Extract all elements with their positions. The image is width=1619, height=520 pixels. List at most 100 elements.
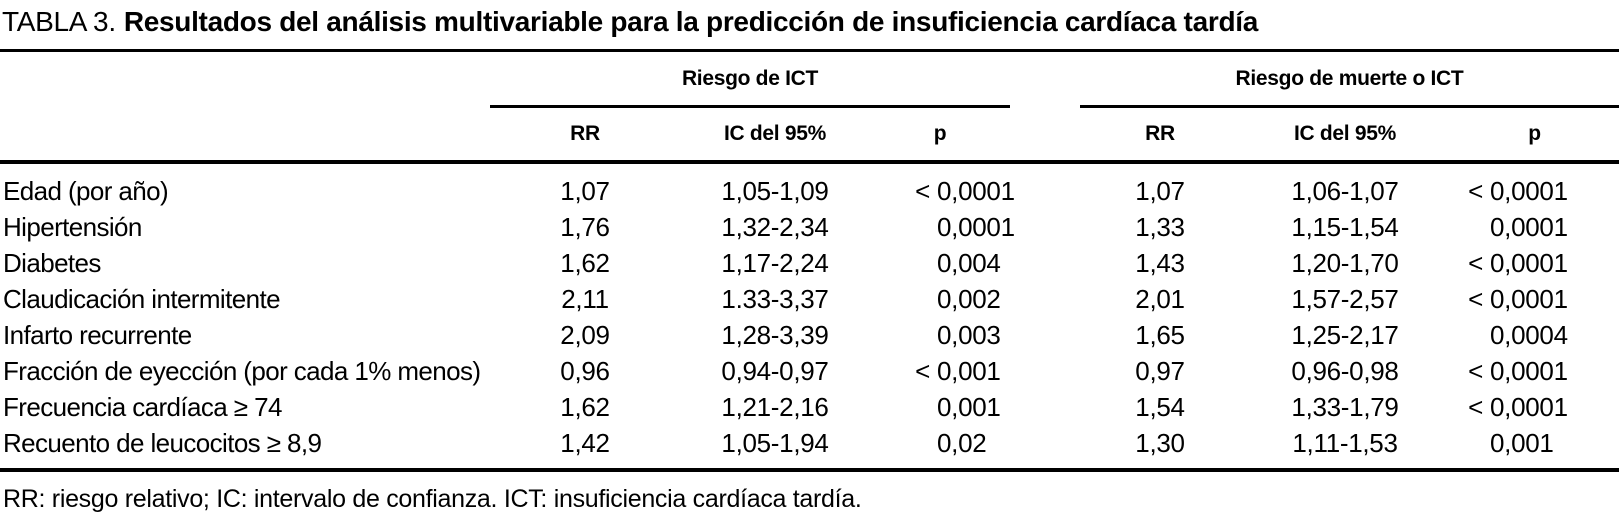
ict-p-value: 0,001 xyxy=(870,392,1010,423)
table-row: Claudicación intermitente 2,11 1.33-3,37 0,… xyxy=(0,281,1619,317)
row-label: Claudicación intermitente xyxy=(3,283,281,314)
ict-rr-value: 2,11 xyxy=(561,283,609,314)
p-less-than-prefix: < xyxy=(1468,283,1483,314)
ict-p-value: 0,0001 xyxy=(870,212,1015,243)
row-label: Infarto recurrente xyxy=(3,319,192,350)
p-less-than-prefix xyxy=(870,212,937,243)
p-less-than-prefix: < xyxy=(915,355,930,386)
ict-ci-value: 1,28-3,39 xyxy=(721,319,829,350)
ict-rr-value: 0,96 xyxy=(560,355,610,386)
p-less-than-prefix: < xyxy=(915,175,930,206)
muerte-ict-rr-value: 1,43 xyxy=(1135,247,1185,278)
muerte-ict-rr-value: 2,01 xyxy=(1135,283,1185,314)
ict-rr-value: 1,76 xyxy=(560,211,610,242)
table-footnote: RR: riesgo relativo; IC: intervalo de co… xyxy=(3,485,862,513)
ict-rr-value: 1,07 xyxy=(560,175,610,206)
p-less-than-prefix xyxy=(1450,320,1490,351)
muerte-ict-rr-value: 1,30 xyxy=(1135,427,1185,458)
p-less-than-prefix: < xyxy=(1468,175,1483,206)
p-value: 0,0001 xyxy=(1490,211,1568,242)
table-row: Diabetes 1,62 1,17-2,24 0,004 1,43 1,20-1,70 <… xyxy=(0,245,1619,281)
p-value: 0,002 xyxy=(937,283,1001,314)
column-group-header-row: Riesgo de ICT Riesgo de muerte o ICT xyxy=(0,52,1619,108)
muerte-ict-ci-value: 1,33-1,79 xyxy=(1291,391,1399,422)
muerte-ict-ci-value: 1,25-2,17 xyxy=(1291,319,1399,350)
ict-ci-value: 1,05-1,94 xyxy=(721,427,829,458)
muerte-ict-p-value: <0,0001 xyxy=(1450,248,1619,279)
p-value: 0,0001 xyxy=(1490,175,1568,206)
ict-rr-value: 2,09 xyxy=(560,319,610,350)
ict-ci-value: 1.33-3,37 xyxy=(721,283,829,314)
p-less-than-prefix xyxy=(870,248,937,279)
header-ict-p: p xyxy=(933,122,947,145)
table-number: TABLA 3. xyxy=(2,6,116,37)
ict-p-value: <0,0001 xyxy=(870,175,1015,207)
p-less-than-prefix xyxy=(1450,428,1490,459)
muerte-ict-rr-value: 0,97 xyxy=(1135,355,1185,386)
table-body: Edad (por año) 1,07 1,05-1,09 <0,0001 1,07 1,… xyxy=(0,164,1619,472)
muerte-ict-ci-value: 1,20-1,70 xyxy=(1291,247,1399,278)
row-label: Diabetes xyxy=(3,247,101,278)
table-row: Recuento de leucocitos ≥ 8,9 1,42 1,05-1,9… xyxy=(0,425,1619,461)
ict-p-value: 0,003 xyxy=(870,320,1010,351)
row-label: Recuento de leucocitos ≥ 8,9 xyxy=(3,427,322,458)
group-header-riesgo-muerte-o-ict: Riesgo de muerte o ICT xyxy=(1080,52,1619,108)
group-label-text: Riesgo de muerte o ICT xyxy=(1235,66,1464,90)
muerte-ict-p-value: <0,0001 xyxy=(1450,176,1619,207)
ict-p-value: 0,004 xyxy=(870,248,1010,279)
header-muerte-ict-ci: IC del 95% xyxy=(1293,122,1397,145)
row-label: Edad (por año) xyxy=(3,175,169,206)
ict-ci-value: 0,94-0,97 xyxy=(721,355,829,386)
ict-p-value: 0,002 xyxy=(870,284,1010,315)
p-less-than-prefix xyxy=(870,392,937,423)
ict-rr-value: 1,42 xyxy=(560,427,610,458)
p-value: 0,0004 xyxy=(1490,319,1568,350)
header-muerte-ict-rr: RR xyxy=(1145,122,1175,145)
muerte-ict-p-value: <0,0001 xyxy=(1450,392,1619,423)
p-value: 0,02 xyxy=(937,427,987,458)
table-row: Edad (por año) 1,07 1,05-1,09 <0,0001 1,07 1,… xyxy=(0,173,1619,209)
p-value: 0,0001 xyxy=(1490,283,1568,314)
rule-under-title xyxy=(0,49,1619,52)
table-row: Fracción de eyección (por cada 1% menos)… xyxy=(0,353,1619,389)
table-title: TABLA 3. Resultados del análisis multivar… xyxy=(0,0,1619,49)
ict-ci-value: 1,05-1,09 xyxy=(721,175,829,206)
p-less-than-prefix xyxy=(870,284,937,315)
muerte-ict-p-value: 0,001 xyxy=(1450,428,1619,459)
p-value: 0,0001 xyxy=(937,211,1015,242)
table-row: Hipertensión 1,76 1,32-2,34 0,0001 1,33 1,15-… xyxy=(0,209,1619,245)
muerte-ict-ci-value: 0,96-0,98 xyxy=(1291,355,1399,386)
p-value: 0,0001 xyxy=(1490,391,1568,422)
group-header-riesgo-ict: Riesgo de ICT xyxy=(490,52,1010,108)
p-less-than-prefix xyxy=(870,320,937,351)
p-less-than-prefix: < xyxy=(1468,247,1483,278)
p-less-than-prefix xyxy=(870,428,937,459)
ict-ci-value: 1,21-2,16 xyxy=(721,391,829,422)
muerte-ict-ci-value: 1,15-1,54 xyxy=(1291,211,1399,242)
header-ict-ci: IC del 95% xyxy=(723,122,827,145)
p-value: 0,0001 xyxy=(1490,355,1568,386)
p-value: 0,001 xyxy=(937,391,1001,422)
p-less-than-prefix: < xyxy=(1468,355,1483,386)
p-value: 0,0001 xyxy=(1490,247,1568,278)
ict-ci-value: 1,17-2,24 xyxy=(721,247,829,278)
table-title-text: Resultados del análisis multivariable pa… xyxy=(123,6,1259,37)
group-label-text: Riesgo de ICT xyxy=(681,66,819,90)
row-label: Frecuencia cardíaca ≥ 74 xyxy=(3,391,282,422)
p-value: 0,0001 xyxy=(937,175,1015,206)
p-less-than-prefix: < xyxy=(1468,391,1483,422)
group-header-spacer xyxy=(0,52,490,108)
ict-rr-value: 1,62 xyxy=(560,391,610,422)
muerte-ict-rr-value: 1,07 xyxy=(1135,175,1185,206)
p-less-than-prefix xyxy=(1450,212,1490,243)
header-ict-rr: RR xyxy=(570,122,600,145)
muerte-ict-ci-value: 1,06-1,07 xyxy=(1291,175,1399,206)
muerte-ict-rr-value: 1,54 xyxy=(1135,391,1185,422)
ict-p-value: <0,001 xyxy=(870,356,1010,387)
muerte-ict-p-value: 0,0001 xyxy=(1450,212,1619,243)
ict-ci-value: 1,32-2,34 xyxy=(721,211,829,242)
group-header-gap xyxy=(1010,52,1080,108)
muerte-ict-ci-value: 1,11-1,53 xyxy=(1292,427,1398,458)
table-row: Frecuencia cardíaca ≥ 74 1,62 1,21-2,16 0,0… xyxy=(0,389,1619,425)
